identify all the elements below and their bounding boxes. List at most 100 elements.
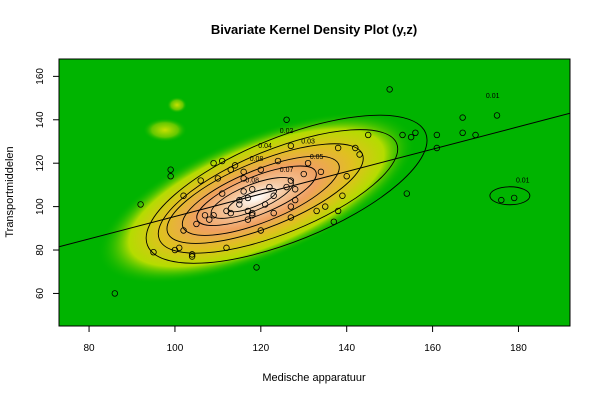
data-point (150, 248, 157, 256)
data-point (313, 207, 320, 215)
data-point (304, 159, 312, 167)
x-tick-label: 160 (424, 343, 441, 354)
contour-line (145, 114, 428, 264)
data-point (287, 177, 295, 184)
data-point (257, 166, 265, 173)
data-point (334, 207, 342, 215)
data-point (249, 212, 256, 219)
data-point (343, 173, 350, 180)
contour-label: 0.02 (280, 128, 294, 135)
data-point (188, 251, 196, 258)
contour-label: 0.08 (245, 178, 259, 185)
contour-labels: 0.01 0.01 0.02 0.03 0.04 0.05 0.07 0.08 0.08 (245, 93, 529, 185)
contour-label: 0.01 (486, 93, 500, 100)
data-point (249, 209, 256, 217)
data-point (137, 201, 144, 208)
data-point (287, 214, 295, 221)
data-point (111, 290, 119, 297)
y-axis-label: Transportmiddelen (4, 146, 16, 237)
data-point (188, 253, 196, 260)
data-point (214, 175, 222, 182)
data-point (244, 216, 252, 223)
data-point (291, 186, 299, 193)
data-point (176, 244, 183, 252)
data-point (240, 168, 247, 176)
data-point (193, 220, 200, 228)
data-point (283, 183, 290, 191)
data-point (236, 201, 243, 208)
data-point (274, 157, 282, 165)
x-tick-label: 140 (338, 343, 355, 354)
data-point (253, 264, 260, 271)
data-point (334, 144, 342, 152)
x-tick-label: 100 (167, 343, 184, 354)
x-axis-label: Medische apparatuur (262, 372, 366, 384)
data-point (498, 196, 505, 204)
data-point (244, 194, 252, 202)
y-tick-label: 120 (35, 154, 46, 171)
data-point (407, 133, 415, 141)
y-tick-label: 100 (35, 198, 46, 215)
data-point (227, 166, 234, 173)
y-tick-label: 80 (35, 244, 46, 256)
data-point (386, 86, 393, 93)
contour-label: 0.08 (250, 156, 264, 163)
data-point (493, 112, 501, 119)
data-point (270, 192, 277, 199)
plot-area: 0.01 0.01 0.02 0.03 0.04 0.05 0.07 0.08 0.08 (59, 59, 570, 326)
data-point (283, 116, 290, 123)
data-point (339, 192, 346, 199)
density-tail-region (167, 97, 187, 113)
data-point (459, 129, 466, 137)
data-point (218, 190, 226, 197)
data-point (330, 218, 338, 226)
x-tick-label: 180 (510, 343, 527, 354)
contour-label: 0.01 (516, 178, 530, 185)
data-point (433, 144, 441, 152)
data-point (412, 129, 419, 137)
data-point (291, 196, 299, 204)
data-point (266, 183, 273, 191)
data-point (352, 144, 359, 152)
data-point (356, 151, 363, 158)
x-axis: 80 100 120 140 160 180 (83, 325, 527, 354)
data-point (510, 194, 518, 202)
regression-line (59, 112, 570, 248)
data-point (300, 170, 307, 178)
data-point (399, 131, 406, 139)
y-tick-label: 140 (35, 111, 46, 128)
data-point (287, 142, 295, 150)
contour-label: 0.07 (280, 167, 294, 174)
contour-label: 0.05 (310, 154, 324, 161)
data-point (240, 188, 247, 195)
data-point (167, 166, 174, 173)
data-point (231, 162, 239, 169)
data-point (459, 114, 466, 121)
data-point (322, 203, 329, 210)
data-point (197, 177, 204, 184)
density-secondary-region (143, 118, 187, 142)
data-point (317, 168, 325, 176)
data-point (180, 192, 187, 199)
x-tick-label: 120 (252, 343, 269, 354)
y-tick-label: 60 (35, 287, 46, 299)
contour-line (157, 129, 399, 254)
x-tick-label: 80 (83, 343, 95, 354)
data-point (403, 190, 411, 197)
contour-label: 0.04 (258, 143, 272, 150)
data-point (206, 216, 213, 223)
data-point (201, 212, 209, 219)
contour-line (196, 165, 317, 226)
contour-line (489, 186, 531, 206)
contour-line (181, 155, 340, 236)
data-points (111, 86, 518, 297)
y-tick-label: 160 (35, 68, 46, 85)
data-point (218, 157, 226, 165)
data-point (433, 131, 441, 139)
data-point (249, 186, 256, 193)
data-point (210, 212, 217, 219)
data-point (287, 203, 295, 210)
data-point (227, 209, 234, 217)
data-point (236, 196, 243, 204)
